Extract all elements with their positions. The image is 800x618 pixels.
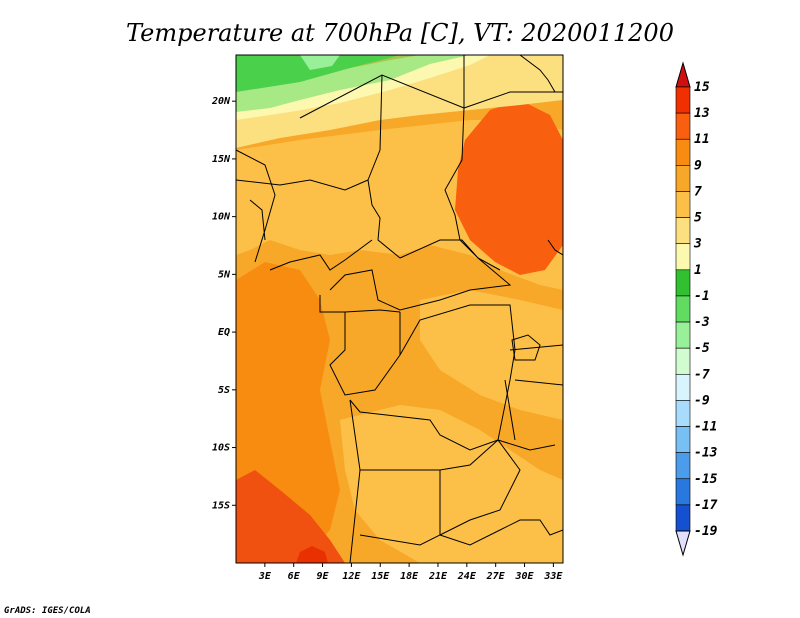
x-tick-label: 30E [514, 571, 534, 582]
colorbar-label: -19 [694, 524, 718, 539]
colorbar-swatch [675, 138, 691, 166]
x-tick-label: 27E [486, 571, 506, 582]
colorbar-swatch [675, 321, 691, 349]
y-tick-label: 20N [211, 96, 231, 107]
colorbar-swatch [675, 269, 691, 297]
colorbar-label: -3 [694, 315, 710, 330]
colorbar-swatch [675, 112, 691, 140]
colorbar-label: -17 [694, 498, 718, 513]
x-tick-label: 18E [400, 571, 419, 582]
y-tick-label: 5N [218, 269, 231, 280]
x-tick-label: 3E [258, 571, 272, 582]
x-tick-label: 24E [457, 571, 477, 582]
lake-victoria [511, 334, 541, 361]
x-tick-label: 9E [317, 571, 330, 582]
field-15plus-spot [296, 546, 328, 563]
drc-border [349, 304, 516, 451]
colorbar-swatch [675, 347, 691, 375]
west-africa-borders [236, 149, 276, 263]
map-title: Temperature at 700hPa [C], VT: 202001120… [126, 19, 674, 47]
x-tick-label: 21E [428, 571, 448, 582]
sudan-border [463, 91, 563, 109]
colorbar: 15 13 11 9 7 5 3 1 -1 -3 -5 -7 -9 -11 -13 -15 -17 -19 [675, 61, 718, 557]
colorbar-label: -15 [694, 472, 718, 487]
red-sea-coast [519, 55, 556, 93]
colorbar-label: -9 [694, 393, 710, 408]
field-minus3-minus1-patch [300, 55, 340, 70]
lake-tanganyika [504, 379, 516, 441]
colorbar-label: -11 [694, 420, 717, 435]
colorbar-arrow-bottom [675, 530, 691, 557]
x-tick-label: 33E [543, 571, 563, 582]
colorbar-swatch [675, 478, 691, 506]
libya-egypt-chad-border [299, 55, 465, 119]
zambia-border [439, 439, 521, 536]
colorbar-label: 9 [694, 158, 702, 173]
colorbar-swatch [675, 426, 691, 453]
x-tick-label: 15E [371, 571, 390, 582]
x-tick-label: 12E [342, 571, 361, 582]
y-tick-label: 15N [212, 154, 231, 165]
colorbar-label: 3 [693, 237, 702, 252]
nigeria-border [236, 179, 373, 271]
colorbar-label: -13 [694, 446, 718, 461]
field-7-9-south-region [340, 405, 563, 563]
colorbar-label: 5 [694, 211, 702, 226]
field-11-13-east-region [455, 100, 563, 275]
y-axis: 20N 15N 10N 5N EQ 5S 10S 15S [211, 96, 236, 511]
colorbar-label: -7 [694, 367, 710, 382]
x-axis: 3E 6E 9E 12E 15E 18E 21E 24E 27E 30E 33E [258, 563, 563, 582]
field-5-7-band [236, 55, 563, 148]
colorbar-swatch [675, 373, 691, 401]
field-7-9-east-region [420, 290, 563, 420]
country-borders [236, 55, 563, 563]
car-border [329, 239, 512, 311]
colorbar-swatch [675, 217, 691, 245]
colorbar-arrow-top [675, 61, 691, 88]
y-tick-label: EQ [218, 327, 230, 338]
plot-frame [235, 54, 564, 564]
field-13-15-southwest-region [236, 470, 345, 563]
colorbar-swatch [675, 504, 691, 532]
field-minus1-1-band [236, 55, 470, 112]
colorbar-swatch [675, 452, 691, 480]
field-3-5-band [236, 55, 490, 120]
x-tick-label: 6E [288, 571, 301, 582]
colorbar-swatch [675, 165, 691, 192]
colorbar-swatch [675, 86, 691, 114]
y-tick-label: 15S [212, 500, 230, 511]
y-tick-label: 10N [212, 212, 231, 223]
southern-borders [439, 519, 563, 546]
colorbar-swatch [675, 400, 691, 427]
grads-credit: GrADS: IGES/COLA [4, 606, 91, 616]
horn-coast [547, 239, 563, 256]
colorbar-label: -1 [694, 289, 710, 304]
y-tick-label: 10S [212, 443, 230, 454]
east-africa-borders [497, 344, 563, 451]
colorbar-label: 15 [694, 80, 710, 95]
colorbar-swatch [675, 191, 691, 218]
colorbar-label: 1 [694, 263, 702, 278]
colorbar-swatch [675, 295, 691, 323]
y-tick-label: 5S [218, 385, 230, 396]
colorbar-label: 13 [694, 106, 710, 121]
niger-chad-border [367, 74, 401, 259]
colorbar-label: 11 [694, 132, 710, 147]
colorbar-label: -5 [694, 341, 710, 356]
colorbar-swatch [675, 243, 691, 271]
colorbar-label: 7 [694, 184, 702, 199]
temperature-field [236, 55, 563, 563]
